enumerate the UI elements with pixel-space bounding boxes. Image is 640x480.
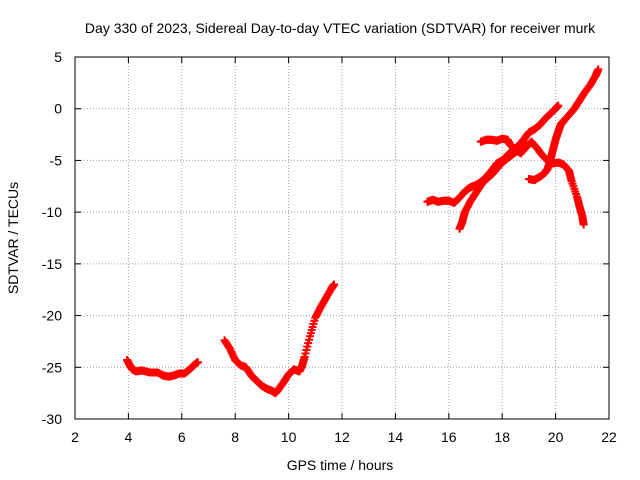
- series-1: [123, 356, 202, 381]
- x-tick-label: 18: [494, 429, 510, 445]
- x-tick-label: 22: [601, 429, 617, 445]
- y-tick-label: -15: [42, 256, 62, 272]
- series-6: [524, 65, 603, 185]
- y-tick-label: -25: [42, 359, 62, 375]
- y-tick-label: -20: [42, 308, 62, 324]
- x-tick-label: 6: [178, 429, 186, 445]
- y-tick-label: 0: [54, 101, 62, 117]
- plot-frame: [74, 56, 610, 420]
- data-point: [594, 65, 603, 74]
- y-tick-label: 5: [54, 49, 62, 65]
- data-point: [193, 358, 202, 367]
- y-axis-title: SDTVAR / TECUs: [5, 182, 21, 294]
- x-tick-label: 20: [548, 429, 564, 445]
- x-axis-title: GPS time / hours: [287, 457, 394, 473]
- x-tick-label: 16: [441, 429, 457, 445]
- data-points-layer: [123, 65, 603, 398]
- series-2: [220, 280, 338, 398]
- x-tick-label: 8: [231, 429, 239, 445]
- x-tick-label: 10: [281, 429, 297, 445]
- x-tick-label: 4: [125, 429, 133, 445]
- chart-title: Day 330 of 2023, Sidereal Day-to-day VTE…: [85, 20, 596, 36]
- x-tick-label: 12: [334, 429, 350, 445]
- x-tick-label: 2: [71, 429, 79, 445]
- y-tick-label: -10: [42, 204, 62, 220]
- data-point: [329, 280, 338, 289]
- y-tick-label: -30: [42, 411, 62, 427]
- x-tick-label: 14: [388, 429, 404, 445]
- y-tick-labels: -30 -25 -20 -15 -10 -5 0 5: [42, 49, 62, 427]
- data-point: [579, 220, 588, 229]
- x-tick-labels: 2 4 6 8 10 12 14 16 18 20 22: [71, 429, 617, 445]
- grid-layer: [75, 57, 609, 419]
- series-5: [476, 134, 588, 229]
- y-tick-label: -5: [50, 152, 63, 168]
- data-point: [554, 101, 563, 110]
